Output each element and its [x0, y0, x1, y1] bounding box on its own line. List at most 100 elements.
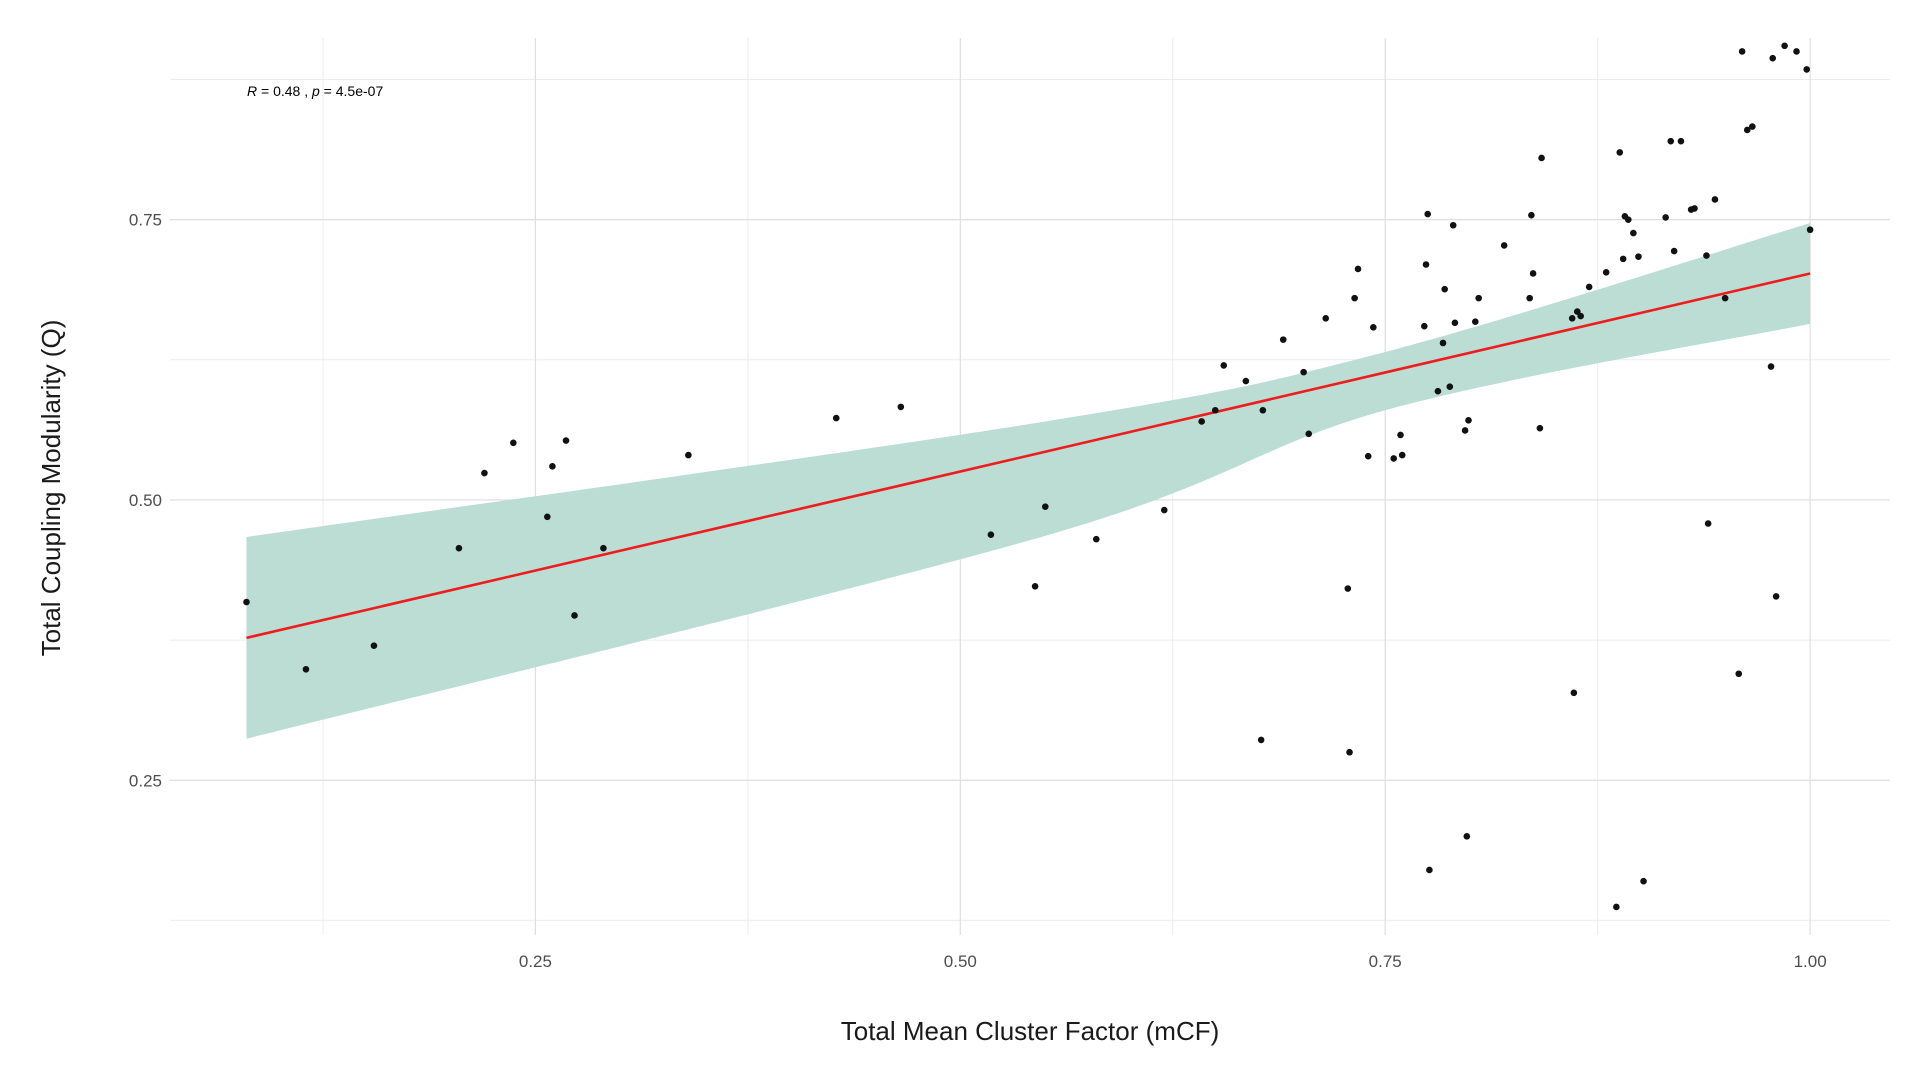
data-point [243, 598, 250, 606]
data-point [1529, 270, 1537, 277]
data-point [1677, 137, 1685, 145]
x-axis-title: Total Mean Cluster Factor (mCF) [841, 1016, 1220, 1046]
data-point [1364, 452, 1372, 460]
data-point [1528, 211, 1535, 219]
data-point [1624, 216, 1632, 223]
data-point [1711, 196, 1719, 203]
data-point [685, 451, 692, 459]
data-point [1351, 294, 1358, 302]
data-point [571, 612, 578, 619]
data-point [1500, 242, 1508, 249]
data-point [1461, 427, 1469, 434]
data-point [1390, 455, 1398, 462]
data-point [1585, 283, 1593, 291]
data-point [600, 544, 607, 552]
data-point [544, 513, 551, 521]
data-point [1446, 383, 1454, 391]
x-tick-label: 0.25 [519, 952, 552, 971]
data-point [562, 437, 570, 444]
data-point [1257, 736, 1265, 744]
data-point [1449, 221, 1457, 229]
y-axis-tick-labels: 0.25 0.50 0.75 [129, 211, 162, 791]
data-point [1703, 252, 1710, 259]
data-point [1721, 294, 1729, 302]
p-value: = 4.5e-07 [320, 83, 384, 99]
data-point [1735, 670, 1743, 678]
data-point [1667, 137, 1675, 145]
y-tick-label: 0.25 [129, 771, 162, 790]
x-tick-label: 0.50 [944, 952, 977, 971]
data-point [1463, 833, 1471, 840]
data-point [1793, 48, 1800, 55]
x-tick-label: 0.75 [1369, 952, 1402, 971]
data-point [1031, 582, 1039, 590]
data-point [1346, 748, 1353, 756]
data-point [1344, 585, 1352, 592]
data-point [1211, 406, 1219, 414]
data-point [1471, 318, 1479, 325]
data-point [1670, 247, 1678, 255]
p-symbol: p [311, 83, 320, 99]
data-point [1220, 362, 1228, 369]
x-axis-tick-labels: 0.25 0.50 0.75 1.00 [519, 952, 1827, 971]
data-point [1772, 593, 1780, 600]
data-point [1259, 406, 1267, 414]
data-point [987, 531, 995, 539]
x-tick-label: 1.00 [1794, 952, 1827, 971]
data-point [1279, 336, 1287, 343]
data-point [1704, 520, 1712, 527]
data-point [1424, 210, 1432, 218]
data-point [1781, 42, 1788, 50]
data-points [243, 42, 1814, 911]
data-point [1300, 368, 1307, 376]
data-point [1538, 154, 1545, 162]
data-point [1397, 431, 1404, 439]
r-symbol: R [247, 83, 257, 99]
data-point [1421, 322, 1428, 330]
data-point [1305, 430, 1313, 438]
data-point [1322, 315, 1330, 322]
data-point [1041, 503, 1049, 510]
data-point [1769, 54, 1777, 62]
data-point [1398, 451, 1406, 459]
data-point [1613, 903, 1620, 911]
regression-line [246, 272, 1811, 640]
data-point [549, 463, 556, 470]
data-point [1577, 312, 1584, 320]
data-point [897, 403, 905, 411]
data-point [1619, 255, 1627, 263]
data-point [1242, 377, 1250, 385]
r-value: = 0.48 , [257, 83, 312, 99]
data-point [1526, 294, 1533, 302]
data-point [1616, 149, 1624, 156]
data-point [1568, 315, 1576, 322]
data-point [370, 642, 378, 650]
data-point [1662, 214, 1669, 221]
data-point [1160, 506, 1168, 514]
data-point [1434, 387, 1442, 395]
data-point [1439, 339, 1447, 347]
data-point [1475, 294, 1482, 302]
data-point [1630, 229, 1637, 237]
data-point [1767, 363, 1775, 370]
confidence-band [246, 223, 1811, 739]
data-point [1536, 424, 1544, 432]
data-point [832, 414, 840, 422]
data-point [1354, 265, 1362, 273]
y-tick-label: 0.75 [129, 211, 162, 230]
data-point [455, 544, 463, 552]
y-tick-label: 0.50 [129, 491, 162, 510]
data-point [1092, 535, 1100, 543]
data-point [1370, 323, 1377, 331]
data-point [1803, 66, 1811, 73]
data-point [481, 469, 488, 477]
correlation-annotation: R = 0.48 , p = 4.5e-07 [247, 83, 383, 99]
data-point [1749, 123, 1756, 130]
data-point [1738, 48, 1746, 55]
data-point [1806, 226, 1814, 234]
data-point [1640, 877, 1647, 885]
data-point [1426, 866, 1433, 874]
data-point [1635, 253, 1642, 260]
data-point [1198, 418, 1205, 425]
